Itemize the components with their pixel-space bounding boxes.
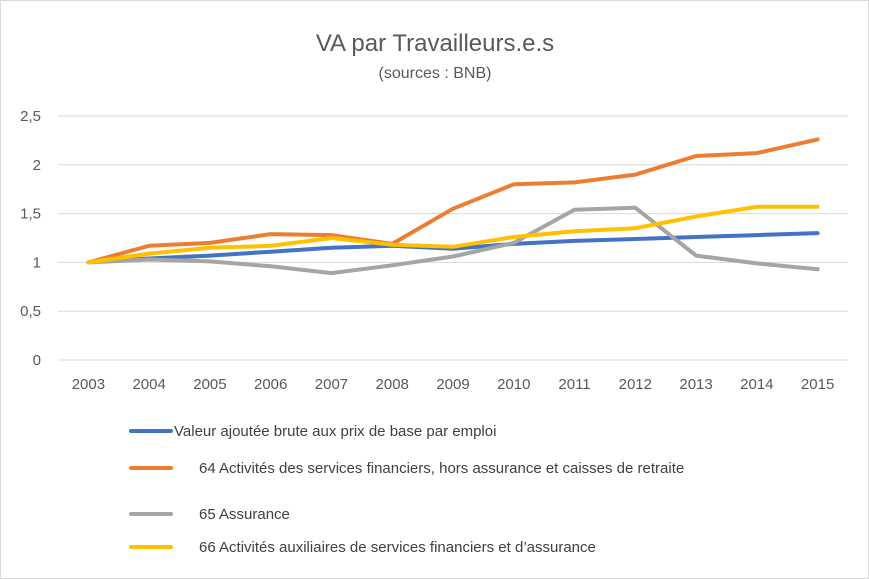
chart-subtitle: (sources : BNB)	[379, 65, 492, 82]
x-tick-label: 2013	[679, 376, 712, 393]
x-tick-label: 2010	[497, 376, 530, 393]
y-tick-label: 2,5	[20, 108, 41, 125]
x-axis-ticks: 2003 2004 2005 2006 2007 2008 2009 2010 2011 2012…	[72, 376, 835, 393]
x-tick-label: 2003	[72, 376, 105, 393]
x-tick-label: 2007	[315, 376, 348, 393]
chart-title: VA par Travailleurs.e.s	[316, 30, 554, 57]
y-tick-label: 0,5	[20, 303, 41, 320]
series-line	[86, 137, 820, 265]
x-tick-label: 2012	[619, 376, 652, 393]
x-tick-label: 2014	[740, 376, 773, 393]
y-tick-label: 0	[33, 352, 41, 369]
series-lines	[86, 137, 820, 276]
legend-label: 65 Assurance	[199, 506, 290, 523]
legend-label: 64 Activités des services financiers, ho…	[199, 460, 684, 477]
series-line	[86, 205, 820, 276]
x-tick-label: 2004	[132, 376, 165, 393]
x-tick-label: 2006	[254, 376, 287, 393]
x-tick-label: 2005	[193, 376, 226, 393]
x-tick-label: 2015	[801, 376, 834, 393]
x-tick-label: 2011	[558, 376, 590, 393]
y-tick-label: 1	[33, 254, 41, 271]
y-tick-label: 2	[33, 157, 41, 174]
x-tick-label: 2008	[376, 376, 409, 393]
x-tick-label: 2009	[436, 376, 469, 393]
series-line	[86, 204, 820, 265]
y-tick-label: 1,5	[20, 206, 41, 223]
legend: Valeur ajoutée brute aux prix de base pa…	[129, 423, 684, 556]
y-axis-ticks: 0 0,5 1 1,5 2 2,5	[20, 108, 41, 369]
legend-label: Valeur ajoutée brute aux prix de base pa…	[174, 423, 496, 440]
legend-label: 66 Activités auxiliaires de services fin…	[199, 539, 596, 556]
